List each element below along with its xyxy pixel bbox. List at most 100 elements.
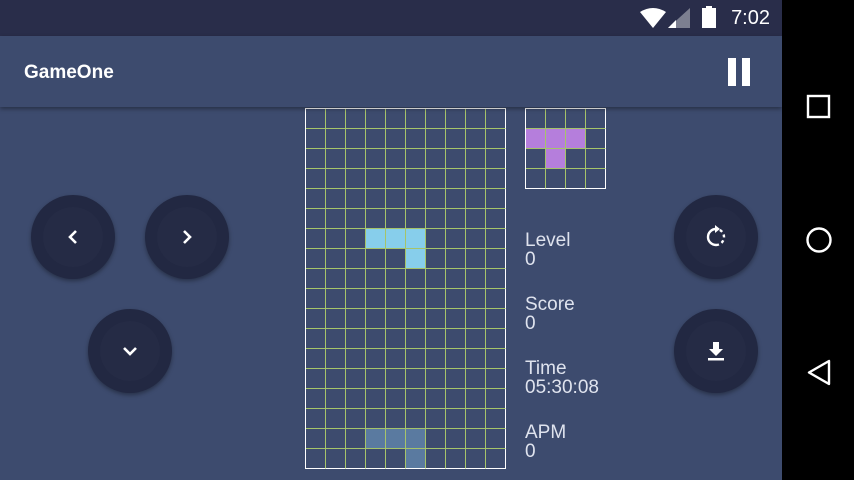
hard-drop-button[interactable] [674,309,758,393]
board-cell [366,369,386,389]
stat-label: Score [525,294,575,315]
soft-drop-button[interactable] [88,309,172,393]
board-cell [466,189,486,209]
board-cell [426,229,446,249]
board-cell [486,369,506,389]
board-cell [386,349,406,369]
board-cell [486,129,506,149]
board-cell [426,389,446,409]
board-cell [446,389,466,409]
signal-icon [668,8,690,28]
board-cell [386,189,406,209]
board-cell [446,349,466,369]
board-cell [306,209,326,229]
board-cell [466,389,486,409]
board-cell [446,449,466,469]
board-cell [326,249,346,269]
board-cell [586,169,606,189]
move-right-button[interactable] [145,195,229,279]
pause-icon [742,58,750,86]
board-cell [446,149,466,169]
board-cell [306,109,326,129]
board-cell [586,109,606,129]
board-cell [446,329,466,349]
pause-button[interactable] [726,58,754,86]
board-cell [346,229,366,249]
board-cell [326,289,346,309]
board-cell [386,369,406,389]
board-cell [486,109,506,129]
board-cell [346,149,366,169]
board-cell [306,309,326,329]
board-cell [426,409,446,429]
board-cell [306,229,326,249]
board-cell [466,449,486,469]
chevron-down-icon [123,347,137,356]
filled-cell [546,129,566,149]
board-cell [366,329,386,349]
board-cell [306,269,326,289]
board-cell [346,349,366,369]
board-cell [406,209,426,229]
recents-button[interactable] [806,94,832,120]
board-cell [446,129,466,149]
board-cell [466,429,486,449]
board-cell [446,289,466,309]
board-cell [306,289,326,309]
board-cell [346,109,366,129]
board-cell [326,189,346,209]
board-cell [386,389,406,409]
board-cell [486,429,506,449]
home-button[interactable] [806,226,834,254]
stat-label: Level [525,230,571,251]
board-cell [366,389,386,409]
board-cell [466,369,486,389]
app-bar: GameOne [0,36,782,107]
board-cell [366,269,386,289]
board-cell [366,409,386,429]
filled-cell [406,449,426,469]
move-left-button[interactable] [31,195,115,279]
rotate-button[interactable] [674,195,758,279]
board-cell [386,269,406,289]
stat-value: 05:30:08 [525,377,599,398]
stat-level: Level 0 [525,231,570,269]
stat-label: APM [525,422,567,443]
board-cell [366,109,386,129]
board-cell [446,229,466,249]
filled-cell [566,129,586,149]
board-cell [486,169,506,189]
board-cell [446,169,466,189]
board-cell [486,289,506,309]
board-cell [326,389,346,409]
stat-value: 0 [525,249,536,270]
board-cell [426,209,446,229]
board-cell [406,109,426,129]
board-cell [386,249,406,269]
back-button[interactable] [806,359,834,387]
board-cell [406,129,426,149]
board-cell [486,269,506,289]
board-cell [346,389,366,409]
board-cell [446,409,466,429]
board-cell [466,409,486,429]
download-icon [708,342,724,361]
chevron-left-icon [68,230,77,244]
board-cell [326,449,346,469]
board-cell [386,209,406,229]
board-cell [486,449,506,469]
board-cell [466,129,486,149]
board-cell [426,329,446,349]
board-cell [346,169,366,189]
board-cell [366,349,386,369]
board-cell [346,329,366,349]
board-cell [466,109,486,129]
board-cell [466,269,486,289]
board-cell [406,149,426,169]
status-bar: 7:02 [0,0,782,36]
board-cell [466,169,486,189]
board-cell [386,309,406,329]
board-cell [446,369,466,389]
board-cell [426,109,446,129]
board-cell [306,349,326,369]
